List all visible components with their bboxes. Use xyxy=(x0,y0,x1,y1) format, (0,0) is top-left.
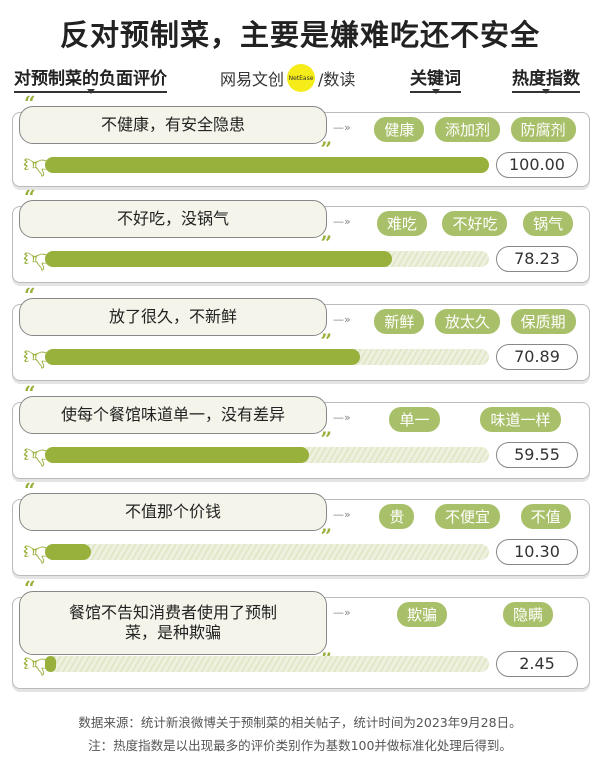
keyword-tag: 难吃 xyxy=(376,210,427,236)
bar xyxy=(45,157,489,173)
thumbs-down-icon: 👎︎ xyxy=(23,536,50,566)
keyword-tag: 不便宜 xyxy=(434,503,500,529)
card-row: “餐馆不告知消费者使用了预制菜，是种欺骗” —» 欺骗 隐瞒 👎︎ 2.45 xyxy=(12,578,590,689)
arrow-icon: —» xyxy=(333,411,351,424)
footer-note: 注：热度指数是以出现最多的评价类别作为基数100并做标准化处理后得到。 xyxy=(88,738,512,753)
category-label: “使每个餐馆味道单一，没有差异” xyxy=(19,383,332,449)
keyword-list: 单一 味道一样 xyxy=(365,401,585,437)
keyword-list: 新鲜 放太久 保质期 xyxy=(365,303,585,339)
bar-track xyxy=(45,251,489,267)
category-label: “放了很久，不新鲜” xyxy=(19,285,332,351)
card-row: “使每个餐馆味道单一，没有差异” —» 单一 味道一样 👎︎ 59.55 xyxy=(12,383,590,479)
keyword-tag: 锅气 xyxy=(523,210,574,236)
keyword-list: 健康 添加剂 防腐剂 xyxy=(365,111,585,147)
logo: 网易文创 NetEase/数读 xyxy=(220,64,355,92)
keyword-list: 欺骗 隐瞒 xyxy=(365,596,585,632)
keyword-list: 难吃 不好吃 锅气 xyxy=(365,205,585,241)
keyword-tag: 添加剂 xyxy=(434,116,500,142)
bar xyxy=(45,544,91,560)
arrow-icon: —» xyxy=(333,215,351,228)
value-label: 100.00 xyxy=(496,152,578,178)
arrow-icon: —» xyxy=(333,508,351,521)
keyword-tag: 保质期 xyxy=(510,308,576,334)
bar-track xyxy=(45,157,489,173)
category-label: “不健康，有安全隐患” xyxy=(19,93,332,159)
value-label: 59.55 xyxy=(496,442,578,468)
bar-track xyxy=(45,544,489,560)
keyword-tag: 欺骗 xyxy=(396,601,447,627)
thumbs-down-icon: 👎︎ xyxy=(23,341,50,371)
thumbs-down-icon: 👎︎ xyxy=(23,149,50,179)
keyword-tag: 贵 xyxy=(379,503,415,529)
arrow-icon: —» xyxy=(333,606,351,619)
bar xyxy=(45,447,310,463)
thumbs-down-icon: 👎︎ xyxy=(23,243,50,273)
value-label: 10.30 xyxy=(496,539,578,565)
keyword-tag: 不值 xyxy=(520,503,571,529)
bar xyxy=(45,349,360,365)
keyword-tag: 健康 xyxy=(374,116,425,142)
thumbs-down-icon: 👎︎ xyxy=(23,439,50,469)
bar-track xyxy=(45,349,489,365)
keyword-tag: 放太久 xyxy=(434,308,500,334)
footer-source: 数据来源：统计新浪微博关于预制菜的相关帖子，统计时间为2023年9月28日。 xyxy=(78,715,522,730)
header-keywords: 关键词 xyxy=(410,64,461,94)
bar-track xyxy=(45,656,489,672)
card-row: “放了很久，不新鲜” —» 新鲜 放太久 保质期 👎︎ 70.89 xyxy=(12,285,590,381)
card-row: “不好吃，没锅气” —» 难吃 不好吃 锅气 👎︎ 78.23 xyxy=(12,187,590,283)
value-label: 78.23 xyxy=(496,246,578,272)
bar-track xyxy=(45,447,489,463)
thumbs-down-icon: 👎︎ xyxy=(23,648,50,678)
value-label: 2.45 xyxy=(496,651,578,677)
bar xyxy=(45,251,393,267)
card-row: “不健康，有安全隐患” —» 健康 添加剂 防腐剂 👎︎ 100.00 xyxy=(12,93,590,187)
card-row: “不值那个价钱” —» 贵不便宜 不值 👎︎ 10.30 xyxy=(12,480,590,576)
keyword-tag: 单一 xyxy=(389,406,440,432)
arrow-icon: —» xyxy=(333,313,351,326)
category-label: “餐馆不告知消费者使用了预制菜，是种欺骗” xyxy=(19,578,332,670)
category-label: “不值那个价钱” xyxy=(19,480,332,546)
header-index: 热度指数 xyxy=(512,64,580,94)
keyword-tag: 防腐剂 xyxy=(510,116,576,142)
bar xyxy=(45,656,56,672)
keyword-list: 贵不便宜 不值 xyxy=(365,498,585,534)
keyword-tag: 不好吃 xyxy=(442,210,508,236)
value-label: 70.89 xyxy=(496,344,578,370)
page-title: 反对预制菜，主要是嫌难吃还不安全 xyxy=(59,18,540,52)
keyword-tag: 味道一样 xyxy=(480,406,561,432)
keyword-tag: 新鲜 xyxy=(374,308,425,334)
header-evaluation: 对预制菜的负面评价 xyxy=(14,64,167,94)
keyword-tag: 隐瞒 xyxy=(502,601,553,627)
arrow-icon: —» xyxy=(333,121,351,134)
category-label: “不好吃，没锅气” xyxy=(19,187,332,253)
